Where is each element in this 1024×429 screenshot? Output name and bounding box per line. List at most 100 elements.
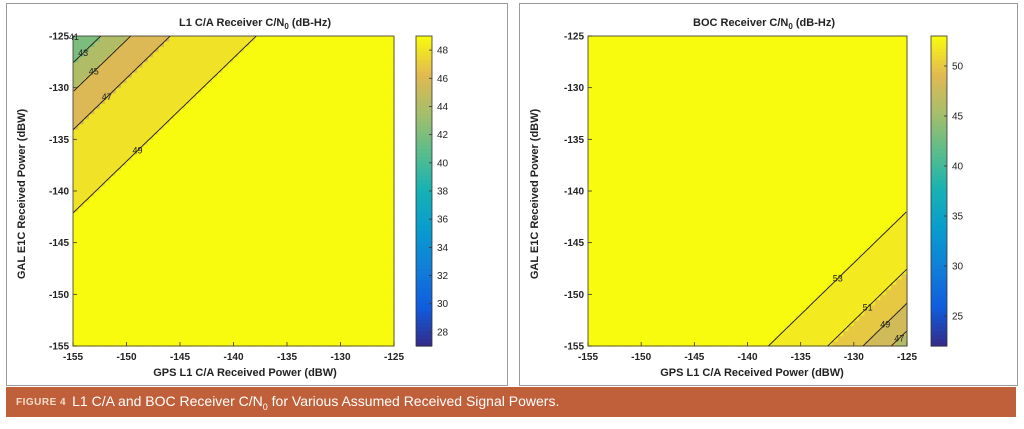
heatmap-cell <box>228 113 235 120</box>
heatmap-cell <box>324 222 331 228</box>
heatmap-cell <box>625 201 632 208</box>
heatmap-cell <box>388 330 395 337</box>
heatmap-cell <box>169 273 176 280</box>
heatmap-cell <box>169 46 176 53</box>
heatmap-cell <box>99 304 106 311</box>
heatmap-cell <box>94 98 101 104</box>
colorbar-tick-label: 28 <box>437 327 449 338</box>
heatmap-cell <box>662 87 669 94</box>
heatmap-cell <box>212 242 219 249</box>
heatmap-cell <box>630 98 637 104</box>
heatmap-cell <box>651 325 658 332</box>
heatmap-cell <box>99 237 106 244</box>
heatmap-cell <box>588 309 594 316</box>
heatmap-cell <box>169 309 176 316</box>
heatmap-cell <box>276 46 283 53</box>
heatmap-cell <box>201 87 208 94</box>
heatmap-cell <box>351 222 358 228</box>
heatmap-cell <box>153 77 160 84</box>
heatmap-cell <box>313 191 320 197</box>
heatmap-cell <box>281 320 288 326</box>
heatmap-cell <box>614 325 621 332</box>
heatmap-cell <box>270 227 277 233</box>
heatmap-cell <box>147 201 154 208</box>
heatmap-cell <box>335 216 342 223</box>
heatmap-cell <box>212 232 219 239</box>
heatmap-cell <box>233 67 240 73</box>
heatmap-cell <box>233 180 240 187</box>
heatmap-cell <box>169 160 176 166</box>
heatmap-cell <box>249 72 256 78</box>
heatmap-cell <box>137 253 144 259</box>
heatmap-cell <box>254 108 261 115</box>
heatmap-cell <box>662 41 669 47</box>
heatmap-cell <box>217 92 224 99</box>
heatmap-cell <box>276 211 283 218</box>
heatmap-cell <box>340 294 347 301</box>
heatmap-cell <box>356 113 363 120</box>
heatmap-cell <box>260 46 267 53</box>
heatmap-cell <box>345 222 352 228</box>
heatmap-cell <box>313 304 320 311</box>
heatmap-cell <box>196 222 202 228</box>
heatmap-cell <box>121 320 128 326</box>
heatmap-cell <box>297 289 304 295</box>
heatmap-cell <box>292 309 299 316</box>
heatmap-cell <box>303 108 309 115</box>
heatmap-cell <box>292 258 299 264</box>
colorbar-swatch <box>416 109 432 115</box>
heatmap-cell <box>137 134 144 140</box>
heatmap-cell <box>169 304 176 311</box>
heatmap-cell <box>196 206 202 213</box>
heatmap-cell <box>635 129 642 135</box>
heatmap-cell <box>646 206 653 213</box>
heatmap-cell <box>94 108 101 115</box>
heatmap-cell <box>212 299 219 306</box>
heatmap-cell <box>249 56 256 63</box>
heatmap-cell <box>651 237 658 244</box>
heatmap-cell <box>78 134 85 140</box>
heatmap-cell <box>94 170 101 177</box>
heatmap-cell <box>153 191 160 197</box>
heatmap-cell <box>673 108 679 115</box>
heatmap-cell <box>646 253 653 259</box>
heatmap-cell <box>588 139 594 146</box>
heatmap-cell <box>89 77 95 84</box>
heatmap-cell <box>142 87 149 94</box>
heatmap-cell <box>83 77 90 84</box>
heatmap-cell <box>667 134 674 140</box>
heatmap-cell <box>99 77 106 84</box>
heatmap-cell <box>683 61 690 68</box>
heatmap-cell <box>270 340 277 347</box>
heatmap-cell <box>630 103 637 109</box>
heatmap-cell <box>265 216 272 223</box>
heatmap-cell <box>105 206 112 213</box>
heatmap-cell <box>270 103 277 109</box>
heatmap-cell <box>319 72 326 78</box>
heatmap-cell <box>153 237 160 244</box>
heatmap-cell <box>646 118 653 125</box>
heatmap-cell <box>254 325 261 332</box>
heatmap-cell <box>335 278 342 285</box>
heatmap-cell <box>212 139 219 146</box>
heatmap-cell <box>110 304 117 311</box>
heatmap-cell <box>319 196 326 202</box>
heatmap-cell <box>185 165 192 171</box>
heatmap-cell <box>689 160 695 166</box>
heatmap-cell <box>651 180 658 187</box>
heatmap-cell <box>667 216 674 223</box>
heatmap-cell <box>657 67 664 73</box>
heatmap-cell <box>222 92 229 99</box>
heatmap-cell <box>297 175 304 182</box>
heatmap-cell <box>265 139 272 146</box>
heatmap-cell <box>303 123 309 130</box>
colorbar-swatch <box>416 245 432 250</box>
heatmap-cell <box>190 247 197 254</box>
heatmap-cell <box>614 144 621 151</box>
heatmap-cell <box>324 72 331 78</box>
heatmap-cell <box>383 201 390 208</box>
heatmap-cell <box>244 118 251 125</box>
heatmap-cell <box>217 154 224 161</box>
heatmap-cell <box>603 87 610 94</box>
heatmap-cell <box>212 175 219 182</box>
